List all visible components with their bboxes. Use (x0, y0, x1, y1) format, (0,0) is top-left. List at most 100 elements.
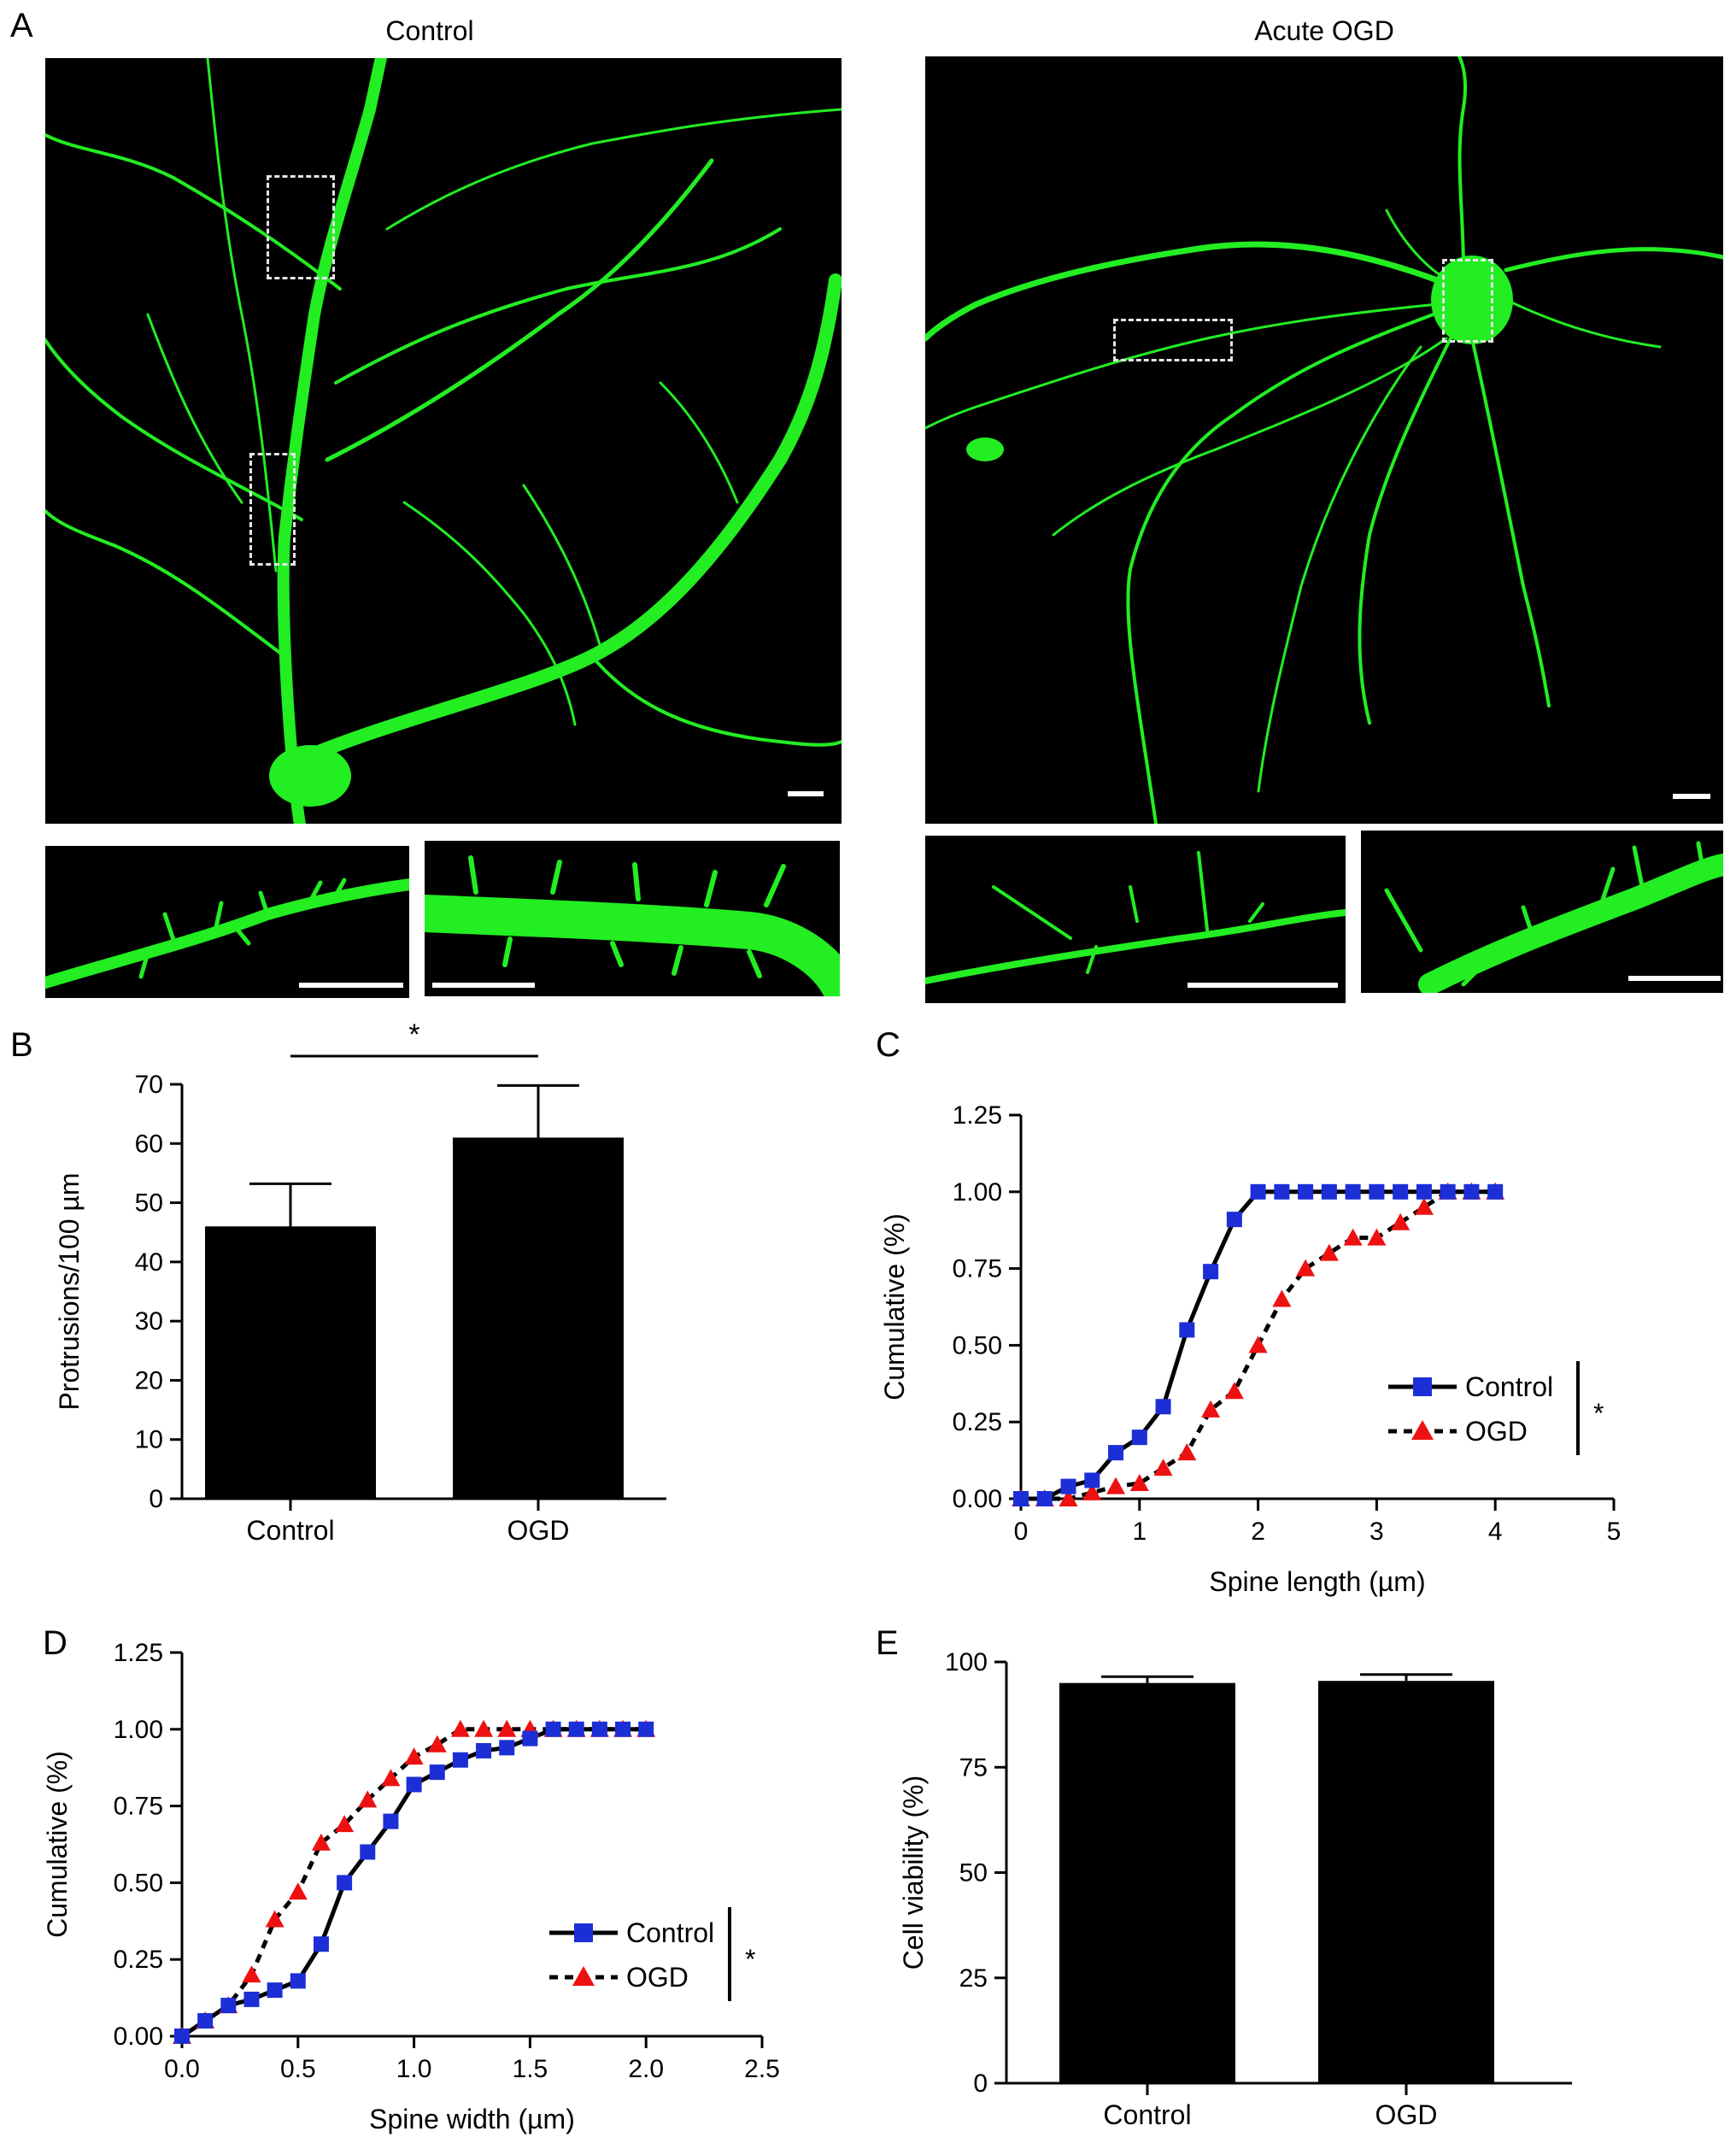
chart-B-y-tick-label: 30 (135, 1307, 163, 1336)
chart-B-y-tick-label: 40 (135, 1248, 163, 1277)
chart-D-point-ogd (173, 2027, 191, 2044)
chart-D-point-ogd (520, 1719, 540, 1737)
chart-D-x-axis-label: Spine width (µm) (369, 2104, 575, 2134)
chart-C-y-tick-label: 1.25 (953, 1101, 1002, 1130)
chart-C-point-control (1179, 1322, 1195, 1338)
chart-E-y-tick-label: 50 (959, 1859, 988, 1888)
chart-C-point-ogd (1129, 1474, 1149, 1492)
chart-D-point-ogd (265, 1910, 284, 1928)
chart-D-point-ogd (242, 1965, 261, 1983)
chart-C-point-ogd (1224, 1382, 1244, 1400)
chart-C-x-axis-label: Spine length (µm) (1209, 1566, 1425, 1597)
chart-D-point-ogd (404, 1747, 424, 1765)
chart-C-point-control (1369, 1183, 1385, 1200)
chart-D-point-ogd (358, 1790, 378, 1808)
chart-B-y-axis-label: Protrusions/100 µm (54, 1172, 85, 1410)
chart-C-point-ogd (1343, 1228, 1363, 1246)
chart-D-point-control (290, 1973, 306, 1989)
ogd-inset-2 (1361, 831, 1723, 993)
chart-C-point-control (1487, 1183, 1504, 1200)
ogd-inset-1 (925, 836, 1346, 1003)
chart-C-point-ogd (1391, 1212, 1410, 1230)
chart-D-point-control (476, 1742, 492, 1758)
chart-E-y-axis-label: Cell viability (%) (898, 1776, 929, 1970)
chart-D-point-ogd (219, 1996, 238, 2014)
chart-C-significance-star: * (1593, 1398, 1604, 1429)
chart-C-point-control (1203, 1264, 1219, 1280)
chart-C-point-ogd (1248, 1336, 1268, 1353)
chart-D-point-control (499, 1740, 515, 1756)
control-scale-bar (788, 791, 824, 796)
chart-C-point-control (1416, 1183, 1432, 1200)
chart-D-point-control (243, 1991, 260, 2007)
chart-C-point-ogd (1035, 1489, 1054, 1506)
ogd-roi-box-left (1113, 319, 1233, 361)
chart-C-point-control (1226, 1212, 1242, 1228)
chart-D-point-control (406, 1776, 422, 1793)
chart-C-point-ogd (1012, 1489, 1030, 1506)
chart-C-point-ogd (1367, 1228, 1387, 1246)
chart-D-point-control (197, 2013, 214, 2029)
chart-C-point-ogd (1272, 1289, 1292, 1307)
chart-D-y-tick-label: 0.00 (114, 2023, 163, 2051)
chart-C-point-control (1463, 1183, 1480, 1200)
panel-e-label: E (876, 1624, 899, 1662)
chart-C-point-ogd (1106, 1477, 1126, 1494)
chart-C-x-tick-label: 5 (1607, 1518, 1622, 1546)
chart-D-point-control (638, 1721, 654, 1737)
chart-D-point-ogd (196, 2011, 215, 2029)
panel-a-label: A (10, 7, 33, 44)
chart-C-point-control (1060, 1478, 1076, 1494)
chart-C-point-control (1440, 1183, 1456, 1200)
chart-C-point-ogd (1153, 1459, 1173, 1477)
chart-D-point-control (568, 1721, 584, 1737)
chart-E-x-tick-label: OGD (1375, 2099, 1438, 2130)
chart-D-point-ogd (636, 1719, 656, 1737)
chart-D-point-ogd (311, 1833, 331, 1851)
chart-D-point-control (220, 1998, 237, 2014)
chart-B-bar-control (205, 1226, 376, 1499)
chart-C-line-control (1021, 1189, 1496, 1501)
ogd-neuron-micrograph (925, 56, 1723, 824)
chart-D-x-tick-label: 0.5 (280, 2055, 316, 2083)
chart-D-point-ogd (335, 1815, 355, 1833)
chart-C-point-ogd (1177, 1443, 1197, 1461)
chart-D-legend-label-ogd: OGD (626, 1962, 689, 1993)
chart-B-y-tick-label: 60 (135, 1130, 163, 1158)
chart-B-y-tick-label: 0 (149, 1485, 163, 1513)
chart-C-point-control (1155, 1399, 1171, 1415)
chart-E-y-tick-label: 0 (973, 2070, 988, 2098)
chart-B-significance-star: * (408, 1019, 419, 1051)
chart-D-point-control (545, 1721, 561, 1737)
chart-B-y-tick-label: 20 (135, 1366, 163, 1394)
control-roi-box-lower (249, 453, 296, 566)
chart-D-legend-label-control: Control (626, 1917, 714, 1948)
chart-C-line-ogd (1021, 1189, 1496, 1501)
chart-D-point-control (174, 2029, 190, 2044)
chart-D-point-ogd (450, 1719, 470, 1737)
chart-D-y-tick-label: 1.00 (114, 1716, 163, 1744)
chart-D-x-tick-label: 0.0 (164, 2055, 200, 2083)
chart-E-bar-control (1059, 1682, 1235, 2083)
chart-D-point-ogd (288, 1882, 308, 1900)
chart-D-y-tick-label: 1.25 (114, 1639, 163, 1667)
chart-C-y-tick-label: 1.00 (953, 1178, 1002, 1207)
chart-C-point-ogd (1438, 1182, 1457, 1200)
chart-D-y-tick-label: 0.50 (114, 1869, 163, 1897)
chart-D-point-control (313, 1936, 329, 1952)
control-inset-2 (425, 841, 840, 996)
control-image-title: Control (385, 15, 474, 46)
chart-D-x-tick-label: 2.0 (628, 2055, 664, 2083)
chart-C-point-ogd (1082, 1482, 1102, 1500)
chart-C-point-control (1108, 1445, 1124, 1461)
chart-D-x-tick-label: 1.5 (513, 2055, 548, 2083)
panel-b-label: B (10, 1026, 33, 1064)
chart-B-x-tick-label: Control (246, 1515, 334, 1546)
chart-C-y-tick-label: 0.75 (953, 1255, 1002, 1283)
chart-D-point-ogd (427, 1735, 447, 1753)
chart-D-y-tick-label: 0.75 (114, 1793, 163, 1821)
chart-C-point-ogd (1486, 1182, 1505, 1200)
chart-C-x-tick-label: 1 (1132, 1518, 1147, 1546)
chart-D-point-ogd (613, 1719, 633, 1737)
chart-C-point-control (1298, 1183, 1314, 1200)
